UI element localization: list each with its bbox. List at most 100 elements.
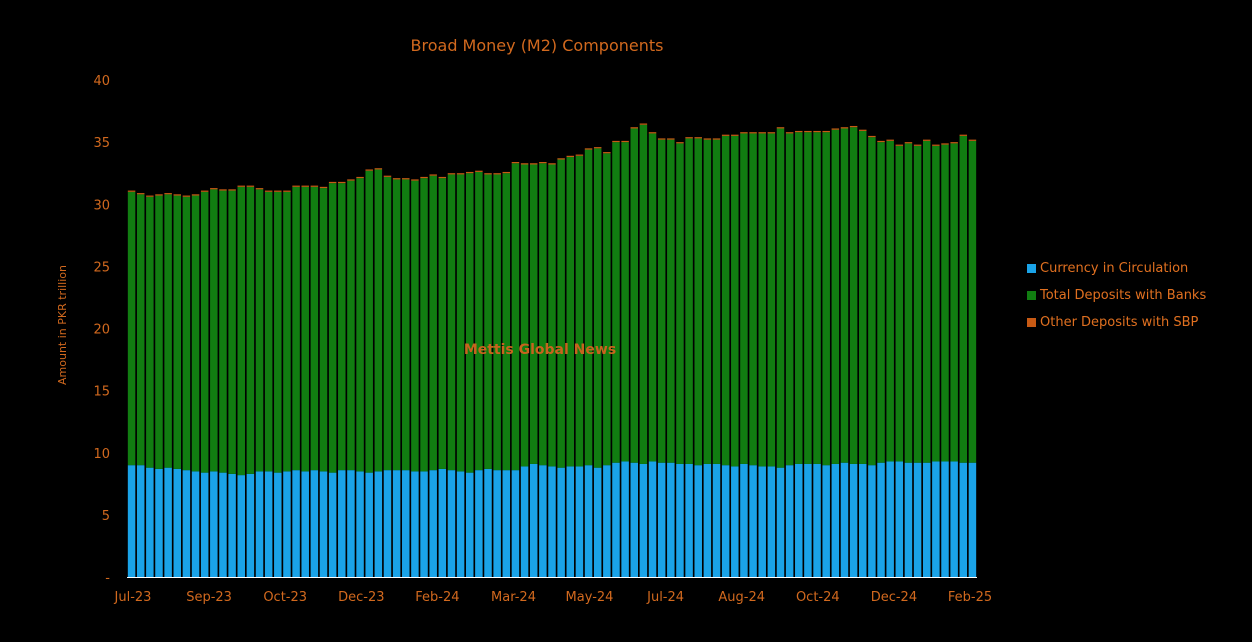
bar-segment-series-2: [173, 194, 182, 196]
x-tick-label: Jul-23: [114, 590, 152, 605]
bar-segment-series-0: [319, 471, 328, 577]
bar-segment-series-2: [146, 195, 154, 197]
bar-segment-series-0: [603, 465, 611, 577]
bar-segment-series-0: [740, 463, 748, 577]
bar-segment-series-2: [374, 168, 383, 170]
bar-segment-series-0: [155, 468, 163, 577]
bar-segment-series-2: [283, 190, 291, 192]
bar-segment-series-1: [758, 133, 766, 467]
x-tick-label: May-24: [566, 590, 614, 605]
bar-segment-series-2: [694, 137, 702, 139]
bar-segment-series-2: [420, 176, 428, 179]
bar-segment-series-2: [950, 142, 958, 144]
x-tick-label: Sep-23: [186, 590, 232, 605]
bar-segment-series-1: [886, 140, 894, 462]
bar-segment-series-0: [411, 471, 419, 577]
bar-segment-series-1: [264, 191, 273, 472]
bar-segment-series-1: [338, 183, 346, 471]
bar-segment-series-1: [694, 138, 702, 466]
bar-segment-series-0: [831, 463, 840, 577]
bar-segment-series-0: [648, 461, 657, 577]
bar-segment-series-2: [895, 144, 904, 146]
bar-segment-series-0: [374, 471, 383, 577]
y-tick-label: 25: [93, 260, 110, 275]
bar-segment-series-1: [959, 135, 968, 463]
bar-segment-series-2: [484, 173, 492, 175]
chart-title: Broad Money (M2) Components: [411, 36, 664, 55]
bar-segment-series-1: [274, 191, 282, 473]
bar-segment-series-2: [648, 132, 657, 134]
bar-segment-series-0: [200, 472, 209, 577]
bar-segment-series-2: [493, 173, 501, 175]
bar-segment-series-0: [146, 467, 154, 577]
bar-segment-series-1: [877, 142, 885, 463]
bar-segment-series-1: [237, 186, 245, 476]
bar-segment-series-0: [219, 472, 227, 577]
bar-segment-series-2: [164, 193, 172, 195]
watermark-text: Mettis Global News: [464, 342, 616, 358]
bar-segment-series-0: [164, 467, 172, 577]
bar-segment-series-1: [648, 133, 657, 462]
bar-segment-series-1: [904, 143, 913, 463]
bar-segment-series-0: [420, 471, 428, 577]
bar-segment-series-2: [822, 130, 830, 133]
bar-segment-series-2: [657, 138, 666, 140]
bar-segment-series-2: [612, 140, 620, 143]
bar-segment-series-0: [941, 461, 949, 577]
bar-segment-series-0: [886, 461, 894, 577]
bar-segment-series-1: [347, 180, 355, 471]
bar-segment-series-0: [447, 470, 456, 577]
bar-segment-series-1: [136, 194, 145, 466]
bar-segment-series-1: [712, 139, 721, 464]
bar-segment-series-0: [182, 470, 191, 577]
bar-segment-series-0: [630, 462, 638, 577]
bar-segment-series-0: [246, 473, 255, 577]
bar-segment-series-1: [740, 133, 748, 464]
bar-segment-series-1: [721, 135, 730, 466]
bar-segment-series-2: [319, 186, 328, 189]
bar-segment-series-1: [219, 190, 227, 473]
y-tick-label: 15: [93, 385, 110, 400]
bar-segment-series-2: [402, 178, 410, 180]
bar-segment-series-2: [932, 144, 940, 146]
bar-segment-series-0: [621, 461, 629, 577]
bar-segment-series-0: [804, 463, 812, 577]
bars-group: [127, 123, 977, 577]
bar-segment-series-1: [164, 194, 172, 468]
bar-segment-series-1: [255, 189, 264, 472]
bar-segment-series-2: [685, 137, 693, 139]
bar-segment-series-2: [511, 162, 520, 164]
bar-segment-series-2: [767, 132, 776, 134]
bar-segment-series-0: [383, 470, 392, 577]
bar-segment-series-2: [566, 155, 575, 158]
bar-segment-series-2: [795, 130, 803, 133]
bar-segment-series-1: [593, 148, 602, 468]
bar-segment-series-2: [584, 148, 593, 150]
bar-segment-series-0: [959, 462, 968, 577]
bar-segment-series-1: [950, 143, 958, 462]
bar-segment-series-2: [721, 134, 730, 136]
bar-segment-series-1: [447, 174, 456, 471]
bar-segment-series-2: [456, 173, 465, 175]
bar-segment-series-0: [347, 470, 355, 577]
bar-segment-series-1: [776, 128, 785, 468]
bar-segment-series-1: [813, 132, 821, 464]
bar-segment-series-2: [959, 134, 968, 136]
bar-segment-series-1: [584, 149, 593, 466]
bar-segment-series-1: [603, 153, 611, 466]
x-tick-label: Aug-24: [718, 590, 765, 605]
bar-segment-series-2: [749, 132, 757, 134]
bar-segment-series-0: [493, 470, 501, 577]
y-tick-label: 30: [93, 198, 110, 213]
bar-segment-series-0: [511, 470, 520, 577]
bar-segment-series-1: [749, 133, 757, 466]
bar-segment-series-2: [200, 190, 209, 192]
legend-item-bank-deposits: Total Deposits with Banks: [1027, 282, 1206, 309]
bar-segment-series-0: [392, 470, 401, 577]
bar-segment-series-0: [520, 466, 529, 577]
bar-segment-series-2: [301, 185, 309, 187]
bar-segment-series-0: [127, 465, 136, 577]
bar-segment-series-0: [685, 463, 693, 577]
bar-segment-series-1: [465, 173, 474, 473]
bar-segment-series-2: [804, 130, 812, 133]
